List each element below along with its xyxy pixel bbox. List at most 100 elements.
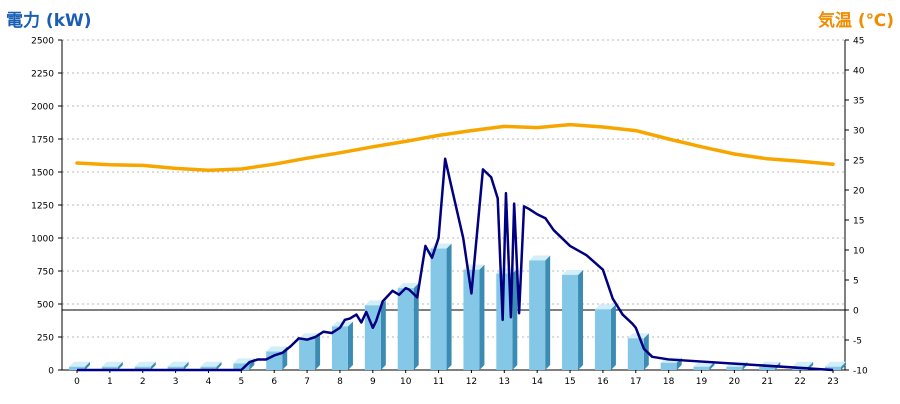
x-tick-label: 23 bbox=[827, 377, 838, 387]
bar-top bbox=[266, 346, 288, 352]
left-tick-label: 1000 bbox=[31, 235, 54, 245]
left-axis-title: 電力 (kW) bbox=[6, 11, 92, 31]
power-bar bbox=[331, 326, 348, 370]
bar-side bbox=[347, 321, 353, 370]
right-axis-title: 気温 (℃) bbox=[817, 11, 894, 31]
left-tick-label: 2000 bbox=[31, 103, 54, 113]
right-tick-label: 30 bbox=[853, 127, 865, 137]
power-bar bbox=[463, 269, 480, 370]
x-tick-label: 19 bbox=[696, 377, 708, 387]
bar-top bbox=[101, 361, 123, 367]
bar-top bbox=[594, 304, 616, 310]
power-bar bbox=[69, 366, 85, 370]
x-tick-label: 0 bbox=[74, 377, 80, 387]
x-tick-label: 7 bbox=[304, 377, 310, 387]
bar-top bbox=[529, 255, 551, 261]
power-bar bbox=[167, 366, 184, 370]
left-tick-label: 1750 bbox=[31, 136, 54, 146]
x-tick-label: 8 bbox=[337, 377, 343, 387]
power-bar bbox=[726, 366, 743, 370]
x-tick-label: 4 bbox=[206, 377, 212, 387]
bar-side bbox=[413, 283, 419, 370]
power-line bbox=[77, 157, 834, 372]
power-bar bbox=[430, 248, 447, 370]
bar-side bbox=[380, 300, 386, 370]
bar-side bbox=[183, 361, 189, 370]
x-tick-label: 2 bbox=[140, 377, 146, 387]
bar-side bbox=[512, 268, 518, 370]
x-tick-label: 22 bbox=[794, 377, 805, 387]
bar-side bbox=[578, 269, 584, 370]
right-tick-label: 15 bbox=[853, 217, 864, 227]
bar-side bbox=[216, 361, 222, 370]
bar-side bbox=[709, 361, 715, 370]
bar-side bbox=[841, 361, 846, 370]
x-tick-label: 17 bbox=[630, 377, 641, 387]
bar-side bbox=[610, 304, 616, 370]
power-bar bbox=[233, 363, 250, 370]
x-tick-label: 6 bbox=[271, 377, 277, 387]
left-tick-label: 500 bbox=[37, 301, 54, 311]
power-bar bbox=[134, 366, 151, 370]
bar-top bbox=[397, 283, 419, 289]
power-bar bbox=[660, 362, 677, 370]
right-tick-label: 0 bbox=[853, 307, 859, 317]
right-tick-label: -5 bbox=[853, 337, 862, 347]
bar-top bbox=[200, 361, 222, 367]
power-bar bbox=[299, 338, 316, 370]
bar-side bbox=[315, 333, 321, 370]
power-bar bbox=[627, 338, 644, 370]
bar-side bbox=[117, 361, 123, 370]
bar-side bbox=[85, 361, 90, 370]
right-tick-label: 45 bbox=[853, 37, 864, 47]
x-tick-label: 1 bbox=[107, 377, 113, 387]
power-bar bbox=[101, 366, 118, 370]
power-bar bbox=[693, 366, 710, 370]
left-tick-label: 2500 bbox=[31, 37, 54, 47]
left-tick-label: 1500 bbox=[31, 169, 54, 179]
x-tick-label: 21 bbox=[762, 377, 773, 387]
right-tick-label: 20 bbox=[853, 187, 865, 197]
power-bar bbox=[529, 260, 546, 370]
bar-side bbox=[545, 255, 551, 370]
power-bar bbox=[825, 366, 841, 370]
x-tick-label: 9 bbox=[370, 377, 376, 387]
x-tick-label: 14 bbox=[531, 377, 543, 387]
bar-top bbox=[134, 361, 156, 367]
x-tick-label: 3 bbox=[173, 377, 179, 387]
x-tick-label: 16 bbox=[597, 377, 609, 387]
power-bar bbox=[759, 366, 776, 370]
power-bar bbox=[200, 366, 217, 370]
bar-top bbox=[562, 269, 584, 275]
bar-side bbox=[150, 361, 156, 370]
power-bar bbox=[397, 288, 414, 370]
power-bar bbox=[594, 309, 611, 370]
bar-top bbox=[825, 361, 846, 367]
left-tick-label: 750 bbox=[37, 268, 54, 278]
x-tick-label: 11 bbox=[433, 377, 444, 387]
x-tick-label: 12 bbox=[466, 377, 477, 387]
power-bar bbox=[562, 274, 579, 370]
left-tick-label: 250 bbox=[37, 334, 54, 344]
right-tick-label: 40 bbox=[853, 67, 865, 77]
bar-side bbox=[446, 243, 452, 370]
right-tick-label: -10 bbox=[853, 367, 868, 377]
x-tick-label: 10 bbox=[400, 377, 412, 387]
x-tick-label: 18 bbox=[663, 377, 675, 387]
bar-side bbox=[479, 264, 485, 370]
power-bar bbox=[496, 273, 513, 370]
temperature-line bbox=[75, 122, 835, 172]
right-tick-label: 10 bbox=[853, 247, 865, 257]
right-tick-label: 25 bbox=[853, 157, 864, 167]
x-tick-label: 5 bbox=[238, 377, 244, 387]
right-tick-label: 5 bbox=[853, 277, 859, 287]
bar-top bbox=[167, 361, 189, 367]
x-tick-label: 20 bbox=[729, 377, 741, 387]
left-tick-label: 0 bbox=[48, 367, 54, 377]
bar-top bbox=[69, 361, 90, 367]
left-tick-label: 2250 bbox=[31, 70, 54, 80]
right-tick-label: 35 bbox=[853, 97, 864, 107]
left-tick-label: 1250 bbox=[31, 202, 54, 212]
